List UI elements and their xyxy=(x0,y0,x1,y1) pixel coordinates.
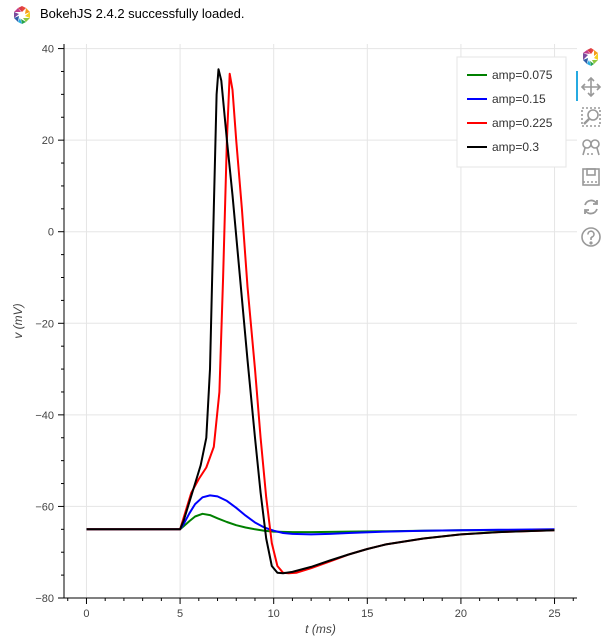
legend-label[interactable]: amp=0.3 xyxy=(492,140,539,154)
legend-label[interactable]: amp=0.15 xyxy=(492,92,546,106)
bokeh-logo-icon xyxy=(14,6,30,24)
active-tool-indicator xyxy=(576,71,578,101)
bokeh-logo-icon[interactable] xyxy=(578,44,604,70)
x-tick-label: 20 xyxy=(455,608,467,620)
y-tick-label: −40 xyxy=(35,410,54,422)
legend-label[interactable]: amp=0.075 xyxy=(492,68,553,82)
legend-label[interactable]: amp=0.225 xyxy=(492,116,553,130)
help-icon[interactable] xyxy=(578,224,604,250)
y-tick-label: 0 xyxy=(48,227,54,239)
x-tick-label: 25 xyxy=(548,608,560,620)
x-tick-label: 0 xyxy=(83,608,89,620)
pan-icon[interactable] xyxy=(578,74,604,100)
x-tick-label: 15 xyxy=(361,608,373,620)
reset-icon[interactable] xyxy=(578,194,604,220)
y-tick-label: 40 xyxy=(42,44,54,56)
box-zoom-icon[interactable] xyxy=(578,104,604,130)
series-line-2[interactable] xyxy=(86,494,555,536)
banner-message: BokehJS 2.4.2 successfully loaded. xyxy=(40,6,245,21)
y-tick-label: −20 xyxy=(35,318,54,330)
y-axis-label: v (mV) xyxy=(11,303,25,338)
series-line-4[interactable] xyxy=(86,68,555,575)
y-tick-label: −80 xyxy=(35,593,54,605)
status-banner: BokehJS 2.4.2 successfully loaded. xyxy=(0,0,607,30)
x-tick-label: 10 xyxy=(268,608,280,620)
x-tick-label: 5 xyxy=(177,608,183,620)
x-axis-label: t (ms) xyxy=(305,622,336,636)
y-tick-label: −60 xyxy=(35,501,54,513)
wheel-zoom-icon[interactable] xyxy=(578,134,604,160)
save-icon[interactable] xyxy=(578,164,604,190)
y-tick-label: 20 xyxy=(42,135,54,147)
